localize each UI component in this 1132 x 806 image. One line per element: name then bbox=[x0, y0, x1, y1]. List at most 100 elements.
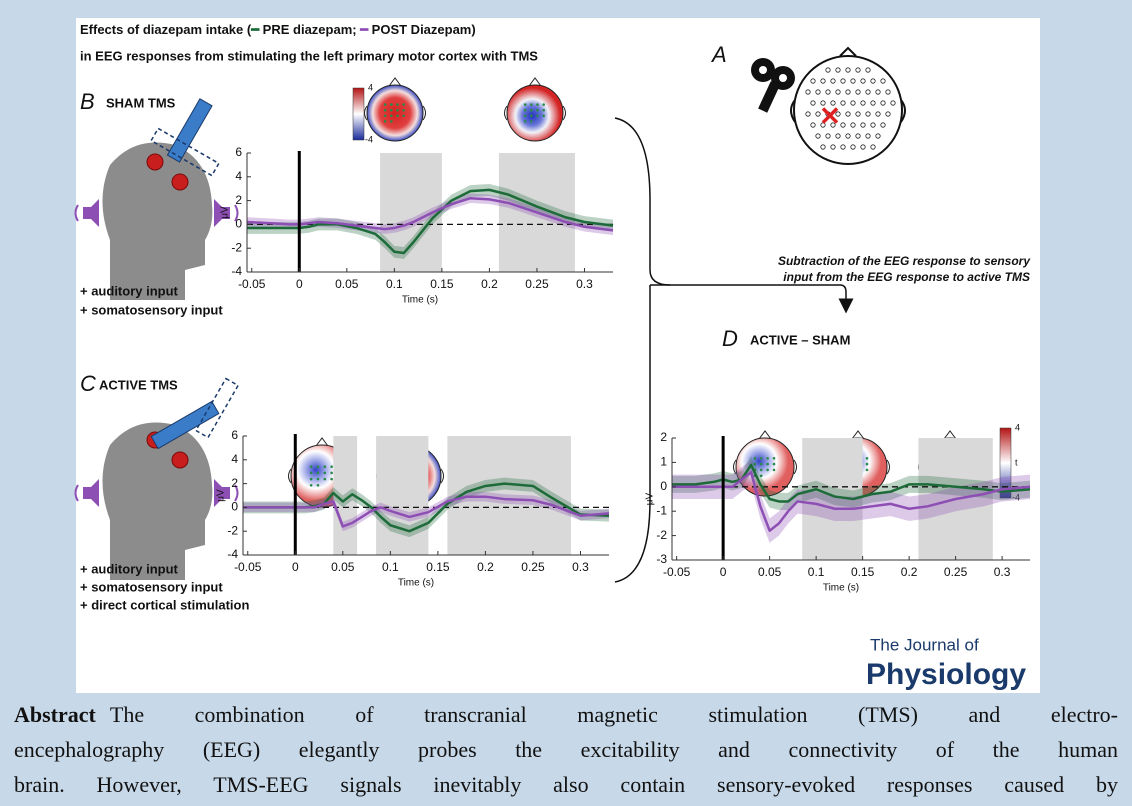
x-tick-label: 0 bbox=[292, 560, 299, 574]
y-axis-label: μV bbox=[216, 489, 227, 502]
electrode bbox=[835, 111, 841, 117]
electrode bbox=[830, 122, 836, 128]
x-tick-label: 0.15 bbox=[426, 560, 450, 574]
electrode bbox=[850, 144, 856, 150]
annotation: Subtraction of the EEG response to senso… bbox=[778, 254, 1031, 268]
stim-site: ✕ bbox=[819, 101, 841, 131]
legend-swatch: ━ bbox=[357, 22, 372, 37]
panel-heading: SHAM TMS bbox=[106, 95, 176, 110]
y-tick-label: -2 bbox=[227, 523, 238, 537]
electrode bbox=[840, 122, 846, 128]
x-tick-label: -0.05 bbox=[238, 277, 266, 291]
y-tick-label: -2 bbox=[231, 240, 242, 254]
x-tick-label: 0.1 bbox=[386, 277, 403, 291]
topo-dot bbox=[530, 108, 533, 112]
topomap bbox=[735, 437, 795, 497]
electrode bbox=[830, 100, 836, 106]
ci-band bbox=[672, 459, 1030, 543]
electrode bbox=[835, 67, 841, 73]
electrode bbox=[870, 78, 876, 84]
title-sep: ; bbox=[352, 22, 356, 37]
y-tick-label: 2 bbox=[235, 193, 242, 207]
topo-dot bbox=[390, 120, 393, 123]
topo-ear bbox=[504, 105, 566, 121]
topo-dot bbox=[766, 462, 769, 466]
topo-dot bbox=[402, 108, 405, 112]
time-window bbox=[333, 436, 358, 555]
electrode bbox=[885, 111, 891, 117]
topo-dot bbox=[766, 457, 769, 460]
y-tick-label: 6 bbox=[231, 428, 238, 442]
figure: Effects of diazepam intake (━ PRE diazep… bbox=[74, 18, 1040, 693]
legend-swatch: ━ bbox=[250, 22, 262, 37]
topo-dot bbox=[323, 465, 327, 469]
topo-dot bbox=[396, 103, 399, 106]
electrode bbox=[825, 89, 831, 95]
electrode bbox=[850, 100, 856, 106]
y-axis-label: μV bbox=[645, 492, 656, 505]
electrode bbox=[855, 89, 861, 95]
x-tick-label: 0 bbox=[720, 565, 727, 579]
series-line bbox=[672, 463, 1031, 503]
y-tick-label: -1 bbox=[656, 503, 667, 517]
electrode bbox=[845, 133, 851, 139]
x-tick-label: 0.15 bbox=[430, 277, 454, 291]
topo-dot bbox=[865, 462, 869, 466]
topo-dot bbox=[330, 465, 333, 469]
topo-dot bbox=[536, 108, 539, 112]
electrode bbox=[860, 78, 866, 84]
electrode bbox=[810, 78, 816, 84]
x-tick-label: 0.25 bbox=[944, 565, 968, 579]
electrode bbox=[820, 78, 826, 84]
legend-label: PRE diazepam bbox=[263, 22, 353, 37]
topo-dot bbox=[759, 457, 763, 460]
electrode bbox=[845, 89, 851, 95]
topo-nose bbox=[528, 77, 542, 87]
electrode bbox=[870, 100, 876, 106]
electrode bbox=[880, 122, 886, 128]
electrode bbox=[855, 133, 861, 139]
series-line bbox=[243, 495, 610, 528]
y-tick-label: -3 bbox=[656, 552, 667, 566]
x-tick-label: 0 bbox=[296, 277, 303, 291]
bracket bbox=[614, 117, 671, 583]
topo-dot bbox=[753, 462, 757, 466]
topo-nose bbox=[851, 430, 865, 440]
panel-label: C bbox=[80, 371, 96, 396]
head-illustration bbox=[74, 98, 239, 300]
electrode bbox=[875, 89, 881, 95]
electrode bbox=[820, 100, 826, 106]
journal-line: The Journal of bbox=[870, 635, 979, 654]
topo-dot bbox=[323, 471, 327, 475]
topo-ear bbox=[733, 459, 797, 475]
topo-dot bbox=[523, 114, 527, 118]
topo-nose bbox=[315, 437, 329, 447]
x-tick-label: 0.25 bbox=[525, 277, 549, 291]
electrode bbox=[870, 144, 876, 150]
panel-heading: ACTIVE TMS bbox=[99, 377, 178, 392]
topo-dot bbox=[316, 471, 320, 475]
y-tick-label: 4 bbox=[231, 452, 238, 466]
y-axis-label: μV bbox=[220, 206, 231, 219]
electrode bbox=[840, 144, 846, 150]
topo-dot bbox=[316, 465, 320, 469]
title-line1: Effects of diazepam intake (━ PRE diazep… bbox=[80, 22, 476, 37]
annotation: input from the EEG response to active TM… bbox=[783, 270, 1030, 284]
y-tick-label: 2 bbox=[660, 430, 667, 444]
electrode bbox=[865, 89, 871, 95]
topo-dot bbox=[316, 477, 320, 481]
x-tick-label: 0.05 bbox=[758, 565, 782, 579]
electrode bbox=[875, 133, 881, 139]
topo-dot bbox=[309, 471, 313, 475]
y-tick-label: -4 bbox=[227, 547, 238, 561]
topo-dot bbox=[865, 468, 869, 472]
topo-nose bbox=[388, 77, 402, 87]
electrode bbox=[865, 111, 871, 117]
time-window bbox=[376, 436, 429, 555]
y-tick-label: 1 bbox=[660, 455, 667, 469]
y-tick-label: 0 bbox=[231, 500, 238, 514]
topo-dot bbox=[530, 103, 533, 106]
abstract-line: encephalography (EEG) elegantly probes t… bbox=[14, 737, 1118, 762]
topo-dot bbox=[383, 120, 387, 123]
